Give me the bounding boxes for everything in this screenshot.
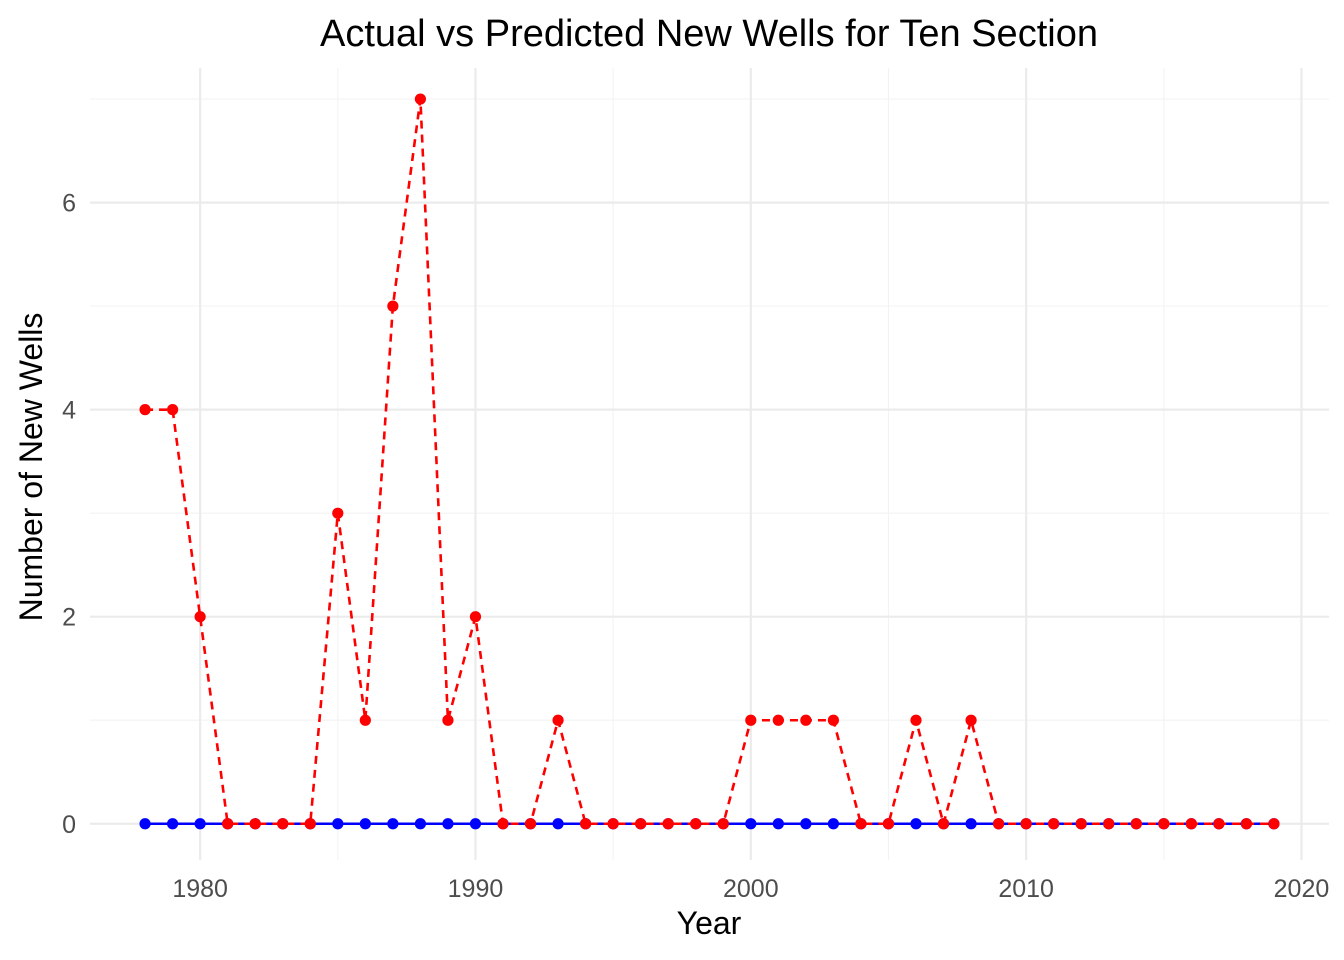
series-2-point xyxy=(882,818,895,830)
series-2-point xyxy=(993,818,1005,830)
y-tick-label: 2 xyxy=(62,604,76,632)
y-axis-title: Number of New Wells xyxy=(13,313,49,622)
series-2-point xyxy=(194,611,206,623)
minor-gridlines xyxy=(90,68,1329,860)
series-2-point xyxy=(469,611,482,623)
series-1-point xyxy=(772,818,784,830)
y-tick-label: 4 xyxy=(62,397,76,425)
x-tick-label: 2010 xyxy=(998,875,1054,903)
y-tick-label: 0 xyxy=(62,811,76,839)
x-tick-labels: 1980 1990 2000 2010 2020 xyxy=(172,875,1329,903)
series-2-point xyxy=(580,818,592,830)
series-2-point xyxy=(607,818,619,830)
series-1-point xyxy=(800,818,812,830)
series-1-point xyxy=(194,818,206,830)
series-2-point xyxy=(167,404,179,416)
series-1-point xyxy=(552,818,564,830)
y-tick-label: 6 xyxy=(62,190,76,218)
series-2-point xyxy=(222,818,234,830)
series-2-point xyxy=(277,818,289,830)
series-2-point xyxy=(139,404,151,416)
x-tick-label: 2020 xyxy=(1274,875,1330,903)
series-2-point xyxy=(387,300,399,312)
major-gridlines xyxy=(90,68,1329,860)
series-2-point xyxy=(635,818,647,830)
series-2-point xyxy=(359,714,371,726)
series-2-point xyxy=(662,818,674,830)
series-2-point xyxy=(332,507,344,519)
series-1-point xyxy=(359,818,371,830)
series-2-point xyxy=(800,714,812,726)
series-layer xyxy=(139,93,1280,830)
series-2-line xyxy=(145,98,1274,829)
series-1-point xyxy=(965,818,977,830)
series-2-point xyxy=(772,714,784,726)
y-tick-labels: 0 2 4 6 xyxy=(62,190,76,839)
series-2 xyxy=(139,93,1280,830)
series-2-point xyxy=(965,714,977,726)
series-2-point xyxy=(304,818,316,830)
series-1-point xyxy=(745,818,757,830)
chart-title: Actual vs Predicted New Wells for Ten Se… xyxy=(320,13,1098,55)
series-2-point xyxy=(937,818,950,830)
x-tick-label: 2000 xyxy=(723,875,779,903)
series-2-point xyxy=(827,714,840,726)
x-tick-label: 1990 xyxy=(448,875,504,903)
series-1-point xyxy=(469,818,482,830)
series-2-point xyxy=(249,818,261,830)
series-2-point xyxy=(1158,818,1170,830)
series-2-point xyxy=(1075,818,1087,830)
series-2-point xyxy=(552,714,564,726)
series-2-point xyxy=(1130,818,1142,830)
series-2-point xyxy=(690,818,702,830)
x-tick-label: 1980 xyxy=(172,875,228,903)
series-2-point xyxy=(1240,818,1252,830)
series-2-point xyxy=(524,818,537,830)
series-1-point xyxy=(332,818,344,830)
series-1-point xyxy=(910,818,922,830)
series-2-point xyxy=(1268,818,1280,830)
series-2-point xyxy=(1185,818,1197,830)
series-2-point xyxy=(855,818,867,830)
series-2-point xyxy=(910,714,922,726)
series-1-point xyxy=(827,818,840,830)
series-2-point xyxy=(1103,818,1115,830)
series-2-point xyxy=(745,714,757,726)
series-1-point xyxy=(139,818,151,830)
series-2-point xyxy=(1020,818,1032,830)
series-2-point xyxy=(1048,818,1060,830)
series-2-point xyxy=(717,818,729,830)
series-1-point xyxy=(442,818,454,830)
series-1-point xyxy=(414,818,426,830)
series-2-point xyxy=(497,818,509,830)
x-axis-title: Year xyxy=(677,905,742,941)
series-1-point xyxy=(387,818,399,830)
series-2-point xyxy=(414,93,426,105)
series-2-point xyxy=(442,714,454,726)
series-2-point xyxy=(1213,818,1225,830)
series-1-point xyxy=(167,818,179,830)
